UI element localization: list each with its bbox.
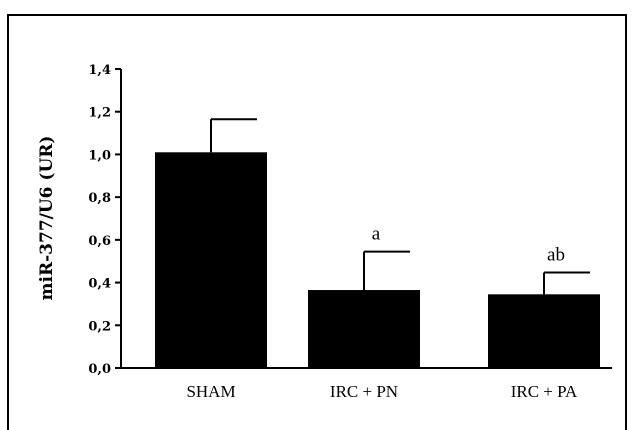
figure-frame [7,14,627,430]
significance-label: ab [547,245,565,266]
y-axis-label: miR-377/U6 (UR) [37,136,57,301]
y-tick-label: 0,6 [88,234,111,249]
bar [155,152,267,368]
x-tick-label: IRC + PN [330,382,398,401]
bar [488,294,600,368]
y-tick-label: 0,8 [88,191,111,206]
x-tick-label: SHAM [186,382,235,401]
y-tick-label: 1,4 [88,63,111,78]
y-tick-label: 1,2 [88,106,111,121]
y-tick-label: 0,0 [88,362,111,377]
y-tick-label: 0,4 [88,277,111,292]
category-labels: SHAM IRC + PN IRC + PA [186,382,578,401]
y-axis-ticks: 0,0 0,2 0,4 0,6 0,8 1,0 1,2 1,4 [88,63,121,377]
bars: a ab [155,118,600,368]
significance-label: a [372,224,381,245]
bar [308,290,420,368]
y-tick-label: 0,2 [88,319,111,334]
x-tick-label: IRC + PA [511,382,578,401]
y-tick-label: 1,0 [88,148,111,163]
